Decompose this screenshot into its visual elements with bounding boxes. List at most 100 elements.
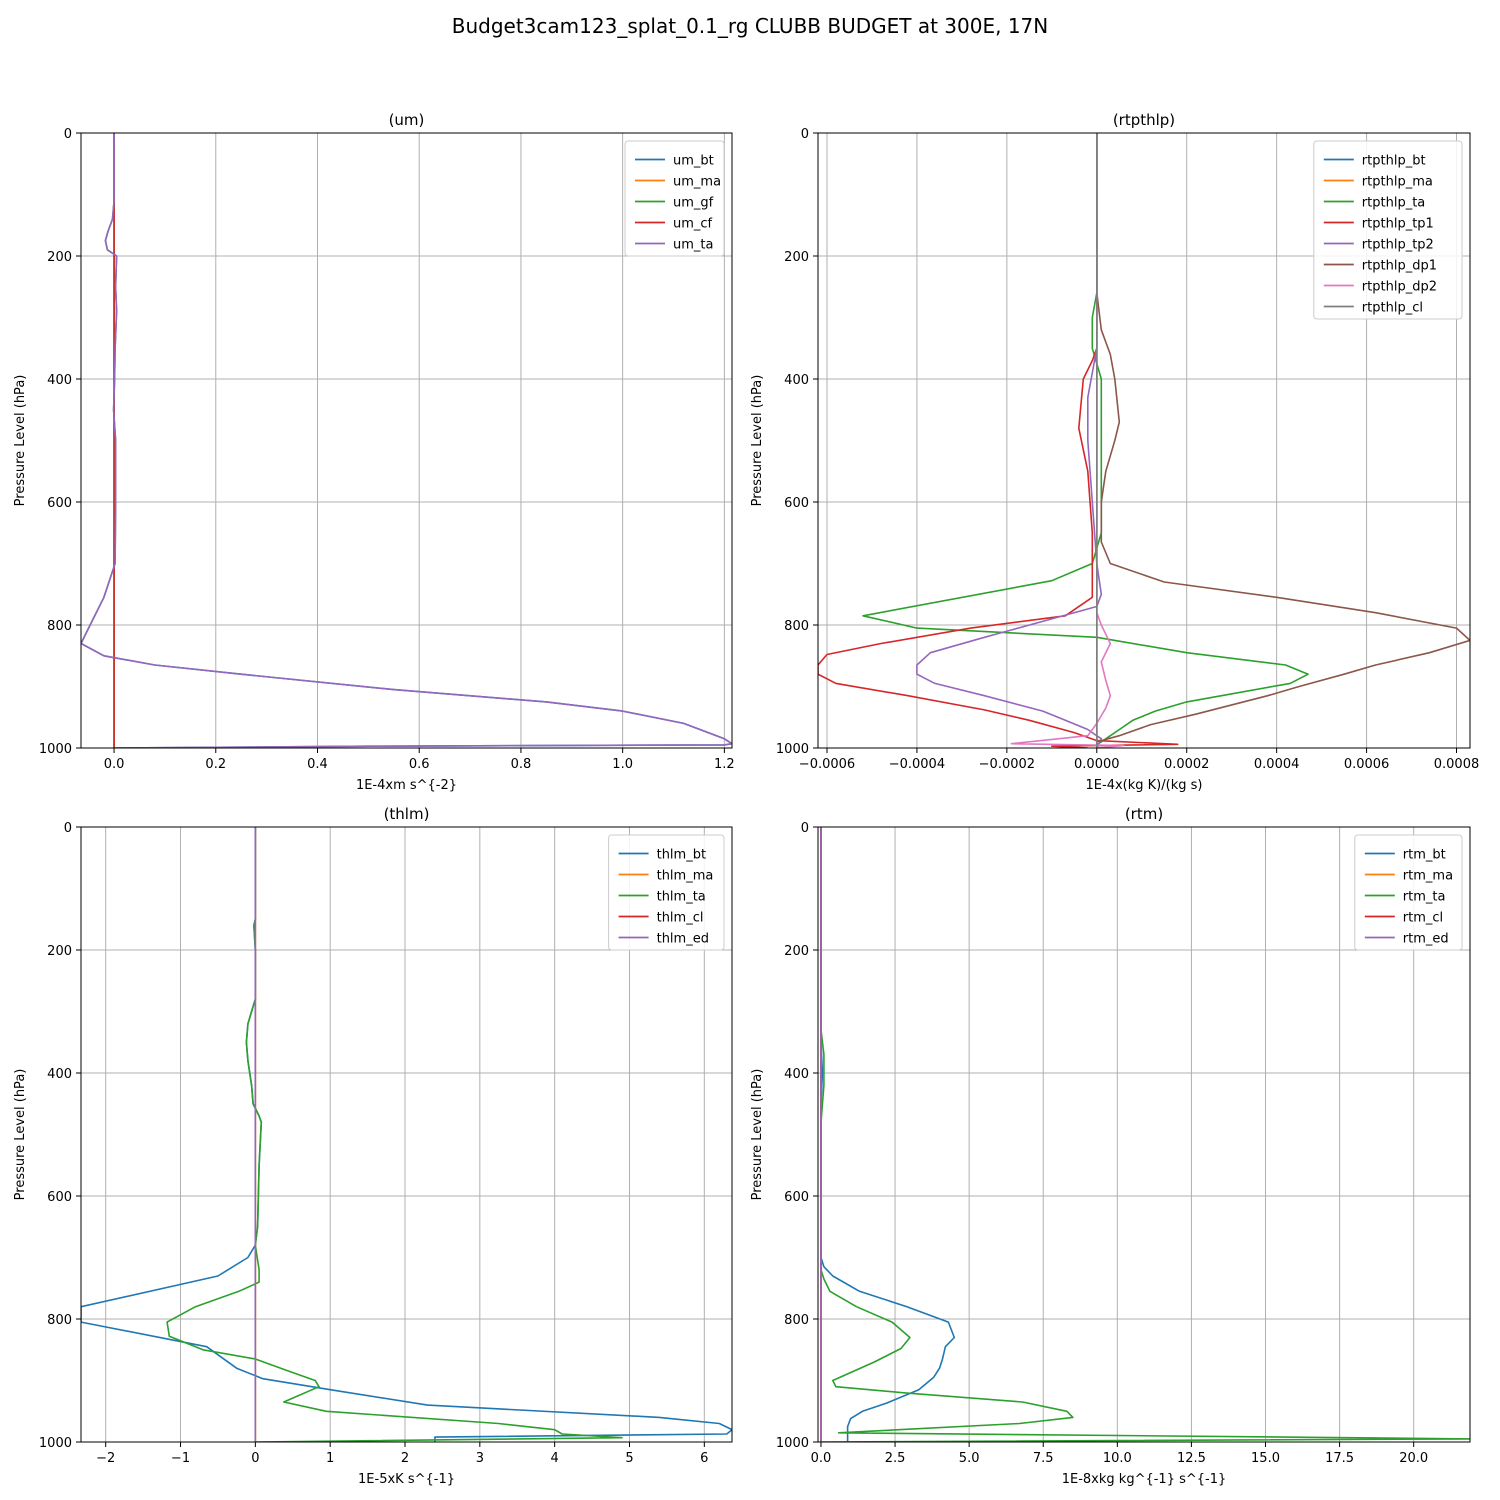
x-tick-label: 0.0000	[1074, 757, 1120, 772]
x-tick-label: 3	[476, 1451, 484, 1466]
legend-entry: rtm_ed	[1403, 932, 1449, 947]
legend-entry: rtpthlp_dp2	[1362, 280, 1437, 295]
x-tick-label: 2	[401, 1451, 409, 1466]
x-tick-label: 0.4	[307, 757, 328, 772]
legend-box	[1354, 834, 1463, 951]
y-tick-label: 200	[47, 944, 72, 959]
subplot-0: 0.0 0.2 0.4 0.6 0.8 1.0 1.2 0 200 400 600 800 1000 (u…	[13, 111, 735, 793]
axes-frame	[80, 826, 733, 1443]
legend-entry: um_cf	[673, 217, 713, 232]
y-axis-label: Pressure Level (hPa)	[13, 375, 28, 507]
legend-entry: rtpthlp_dp1	[1362, 259, 1437, 274]
axes-frame	[817, 132, 1471, 749]
subplot-title: (um)	[389, 111, 425, 129]
legend-entry: um_bt	[673, 154, 714, 169]
x-tick-label: −2	[96, 1451, 115, 1466]
y-tick-label: 200	[47, 250, 72, 265]
x-tick-label: 5	[625, 1451, 633, 1466]
x-tick-label: 4	[551, 1451, 559, 1466]
subplot-3: 0.0 2.5 5.0 7.5 10.0 12.5 15.0 17.5 20.0 0 200 400 6…	[750, 805, 1471, 1487]
y-axis-label: Pressure Level (hPa)	[750, 1069, 765, 1201]
x-tick-label: 0.0006	[1344, 757, 1390, 772]
x-tick-label: 0.0002	[1164, 757, 1210, 772]
legend-box	[624, 140, 725, 257]
y-tick-label: 400	[47, 373, 72, 388]
legend-entry: rtm_ta	[1403, 890, 1446, 905]
legend-entry: thlm_ta	[657, 890, 706, 905]
x-tick-label: 1.2	[714, 757, 735, 772]
series-group	[81, 827, 732, 1442]
y-tick-label: 800	[47, 1313, 72, 1328]
x-tick-label: −0.0004	[889, 757, 945, 772]
y-tick-label: 1000	[39, 1436, 72, 1451]
x-tick-label: 5.0	[959, 1451, 980, 1466]
y-tick-label: 400	[784, 1067, 809, 1082]
subplot-1: −0.0006 −0.0004 −0.0002 0.0000 0.0002 0.0004 0…	[750, 111, 1479, 793]
y-tick-label: 200	[784, 944, 809, 959]
legend-entry: rtpthlp_ta	[1362, 196, 1425, 211]
subplot-title: (thlm)	[384, 805, 430, 823]
series-group	[820, 827, 1470, 1442]
x-tick-label: 15.0	[1251, 1451, 1280, 1466]
y-tick-label: 0	[64, 821, 72, 836]
y-tick-label: 400	[47, 1067, 72, 1082]
x-tick-label: 1	[326, 1451, 334, 1466]
series-line-rtm_ta	[820, 827, 1470, 1442]
series-line-rtpthlp_dp2	[1010, 133, 1125, 748]
series-line-rtpthlp_ta	[862, 133, 1309, 748]
axes-frame	[80, 132, 733, 749]
x-axis-label: 1E-4xm s^{-2}	[356, 778, 457, 793]
legend-entry: rtpthlp_bt	[1362, 154, 1426, 169]
y-tick-label: 1000	[776, 742, 809, 757]
legend-entry: rtm_cl	[1403, 911, 1443, 926]
y-tick-label: 600	[47, 1190, 72, 1205]
y-tick-label: 1000	[776, 1436, 809, 1451]
x-tick-label: 0.8	[511, 757, 532, 772]
legend-box	[1313, 140, 1463, 320]
legend: um_bt um_ma um_gf um_cf um_ta	[624, 140, 725, 257]
legend-entry: thlm_cl	[657, 911, 704, 926]
x-tick-label: 17.5	[1325, 1451, 1354, 1466]
y-tick-label: 800	[784, 619, 809, 634]
y-tick-label: 0	[801, 127, 809, 142]
x-tick-label: 6	[700, 1451, 708, 1466]
x-tick-label: 0.0	[104, 757, 125, 772]
series-line-rtm_bt	[820, 827, 956, 1442]
y-axis-label: Pressure Level (hPa)	[13, 1069, 28, 1201]
x-tick-label: 0.0004	[1254, 757, 1300, 772]
axes-frame	[817, 826, 1471, 1443]
series-group	[81, 133, 732, 748]
x-tick-label: 12.5	[1177, 1451, 1206, 1466]
series-line-rtpthlp_tp1	[818, 133, 1179, 748]
x-tick-label: −0.0002	[979, 757, 1035, 772]
x-tick-label: 7.5	[1033, 1451, 1054, 1466]
x-tick-label: 0	[251, 1451, 259, 1466]
legend: thlm_bt thlm_ma thlm_ta thlm_cl thlm_ed	[608, 834, 725, 951]
x-tick-label: 0.0	[811, 1451, 832, 1466]
series-line-rtpthlp_tp2	[916, 133, 1103, 748]
legend-entry: thlm_ed	[657, 932, 709, 947]
y-tick-label: 0	[801, 821, 809, 836]
series-group	[818, 133, 1470, 748]
series-line-thlm_ta	[166, 827, 623, 1442]
y-tick-label: 0	[64, 127, 72, 142]
series-line-rtpthlp_dp1	[1096, 133, 1470, 748]
subplot-title: (rtm)	[1125, 805, 1163, 823]
legend-entry: rtm_ma	[1403, 869, 1453, 884]
y-tick-label: 1000	[39, 742, 72, 757]
y-tick-label: 600	[784, 1190, 809, 1205]
x-axis-label: 1E-4x(kg K)/(kg s)	[1086, 778, 1203, 793]
x-axis-label: 1E-8xkg kg^{-1} s^{-1}	[1062, 1472, 1227, 1487]
y-axis-label: Pressure Level (hPa)	[750, 375, 765, 507]
legend-entry: um_gf	[673, 196, 714, 211]
x-tick-label: 2.5	[885, 1451, 906, 1466]
y-tick-label: 200	[784, 250, 809, 265]
legend-entry: thlm_bt	[657, 848, 706, 863]
y-tick-label: 600	[47, 496, 72, 511]
legend-entry: thlm_ma	[657, 869, 714, 884]
x-axis-label: 1E-5xK s^{-1}	[358, 1472, 455, 1487]
x-tick-label: 0.2	[205, 757, 226, 772]
x-tick-label: −1	[171, 1451, 190, 1466]
series-line-um_ta	[81, 133, 732, 748]
